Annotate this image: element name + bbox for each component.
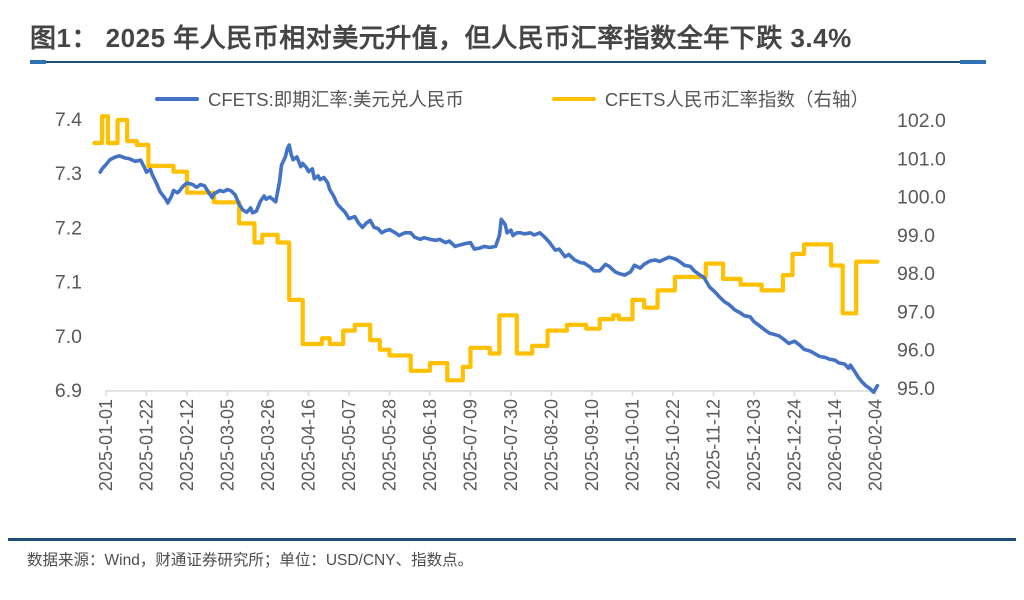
y-axis-right-tick-label: 95.0: [897, 378, 935, 400]
legend-label-usdcny: CFETS:即期汇率:美元兑人民币: [207, 89, 464, 110]
y-axis-left-tick-label: 6.9: [55, 380, 82, 402]
title-underline-right-cap: [960, 60, 986, 64]
x-tick-label: 2025-12-24: [784, 399, 804, 491]
legend-label-cfets-index: CFETS人民币汇率指数（右轴）: [604, 89, 870, 110]
y-axis-left-tick-label: 7.2: [55, 217, 82, 239]
x-tick-label: 2025-11-12: [703, 399, 723, 490]
x-tick-label: 2025-08-20: [541, 399, 561, 491]
x-tick-label: 2025-05-07: [339, 399, 359, 491]
x-tick-label: 2025-10-01: [622, 399, 642, 491]
x-tick-label: 2025-07-30: [501, 399, 521, 491]
y-axis-right-tick-label: 96.0: [897, 340, 935, 362]
x-tick-label: 2025-07-09: [460, 399, 480, 491]
x-tick-label: 2025-12-03: [744, 399, 764, 491]
x-tick-label: 2026-01-14: [825, 399, 845, 491]
x-tick-label: 2025-06-18: [420, 399, 440, 491]
legend-item-cfets-index: CFETS人民币汇率指数（右轴）: [551, 86, 870, 112]
y-axis-right-tick-label: 98.0: [897, 263, 935, 285]
figure-title: 图1： 2025 年人民币相对美元升值，但人民币汇率指数全年下跌 3.4%: [30, 23, 852, 53]
y-axis-right-tick-label: 99.0: [897, 225, 935, 247]
y-axis-left-tick-label: 7.3: [55, 163, 82, 185]
footer-divider: [8, 538, 1016, 541]
x-tick-label: 2025-03-26: [258, 399, 278, 491]
x-tick-label: 2025-05-28: [379, 399, 399, 491]
x-tick-label: 2025-01-01: [96, 399, 116, 491]
series-usdcny-line: [98, 143, 880, 395]
y-axis-right-tick-label: 101.0: [897, 148, 946, 170]
x-tick-label: 2025-09-10: [582, 399, 602, 491]
y-axis-right-tick-label: 100.0: [897, 187, 946, 209]
legend-line-swatch-cfets-index: [551, 97, 596, 101]
x-tick-label: 2025-02-12: [177, 399, 197, 491]
x-tick-label: 2025-03-05: [217, 399, 237, 491]
x-tick-label: 2025-10-22: [663, 399, 683, 491]
data-source-note: 数据来源：Wind，财通证券研究所；单位：USD/CNY、指数点。: [27, 552, 474, 569]
x-tick-label: 2025-04-16: [298, 399, 318, 491]
y-axis-right-tick-label: 102.0: [897, 110, 946, 132]
title-underline-left-cap: [30, 60, 46, 64]
x-tick-label: 2026-02-04: [865, 399, 885, 491]
chart-legend: CFETS:即期汇率:美元兑人民币 CFETS人民币汇率指数（右轴）: [0, 86, 1024, 112]
title-underline: [30, 60, 986, 64]
x-tick-label: 2025-01-22: [136, 399, 156, 491]
y-axis-left-tick-label: 7.0: [55, 326, 82, 348]
legend-item-usdcny: CFETS:即期汇率:美元兑人民币: [154, 86, 464, 112]
y-axis-left-tick-label: 7.1: [55, 272, 82, 294]
y-axis-left-tick-label: 7.4: [55, 109, 82, 131]
y-axis-right-tick-label: 97.0: [897, 301, 935, 323]
legend-line-swatch-usdcny: [154, 97, 199, 101]
